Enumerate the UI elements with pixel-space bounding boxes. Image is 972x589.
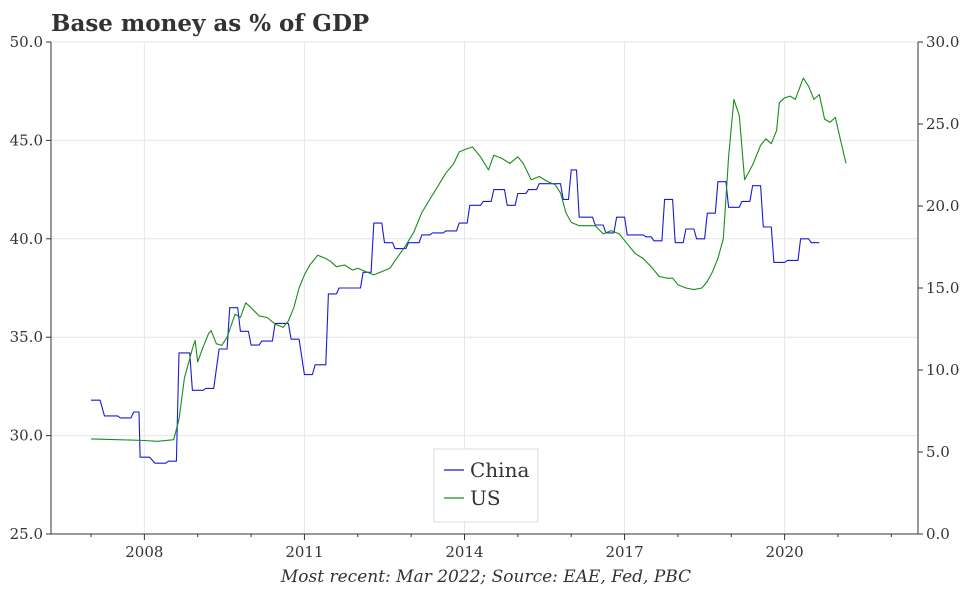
legend: China US: [433, 448, 539, 523]
chart-title: Base money as % of GDP: [51, 10, 369, 37]
right-y-tick-label: 10.0: [926, 361, 959, 379]
x-tick-label: 2008: [125, 543, 163, 561]
right-y-tick-label: 0.0: [926, 525, 950, 543]
left-y-tick-label: 45.0: [10, 131, 43, 149]
x-tick-label: 2014: [445, 543, 483, 561]
right-y-tick-label: 5.0: [926, 443, 950, 461]
left-y-tick-label: 50.0: [10, 33, 43, 51]
right-y-tick-label: 20.0: [926, 197, 959, 215]
series-line-us: [90, 77, 847, 442]
legend-box: [433, 448, 539, 523]
left-y-tick-label: 40.0: [10, 230, 43, 248]
grid: [51, 41, 918, 535]
source-note: Most recent: Mar 2022; Source: EAE, Fed,…: [280, 567, 691, 587]
ticks: 25.0 30.0 35.0 40.0 45.0 50.0 0.0 5.0 10.0 15.0 20…: [10, 33, 960, 561]
x-tick-label: 2011: [285, 543, 323, 561]
legend-label-us: US: [470, 486, 501, 510]
right-y-tick-label: 25.0: [926, 115, 959, 133]
left-y-tick-label: 25.0: [10, 525, 43, 543]
x-tick-label: 2020: [766, 543, 804, 561]
right-y-tick-label: 15.0: [926, 279, 959, 297]
plot-lines: [90, 77, 847, 464]
series-line-china: [91, 169, 820, 464]
left-y-tick-label: 30.0: [10, 427, 43, 445]
legend-label-china: China: [470, 458, 529, 482]
left-y-tick-label: 35.0: [10, 328, 43, 346]
right-y-tick-label: 30.0: [926, 33, 959, 51]
x-tick-label: 2017: [605, 543, 643, 561]
